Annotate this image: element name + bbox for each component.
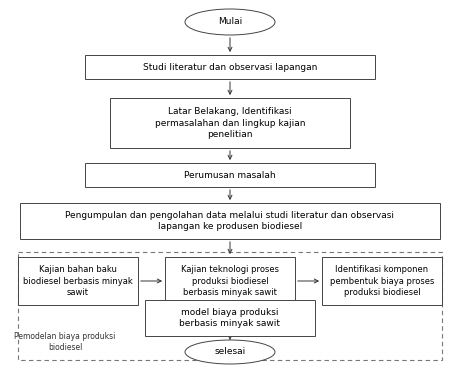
FancyBboxPatch shape (110, 98, 349, 148)
FancyBboxPatch shape (20, 203, 439, 239)
FancyBboxPatch shape (85, 55, 374, 79)
Text: Pengumpulan dan pengolahan data melalui studi literatur dan observasi
lapangan k: Pengumpulan dan pengolahan data melalui … (65, 211, 394, 231)
Text: Kajian teknologi proses
produksi biodiesel
berbasis minyak sawit: Kajian teknologi proses produksi biodies… (180, 265, 279, 296)
FancyBboxPatch shape (18, 257, 138, 305)
Text: model biaya produksi
berbasis minyak sawit: model biaya produksi berbasis minyak saw… (179, 308, 280, 328)
Text: Identifikasi komponen
pembentuk biaya proses
produksi biodiesel: Identifikasi komponen pembentuk biaya pr… (329, 265, 433, 296)
Text: Kajian bahan baku
biodiesel berbasis minyak
sawit: Kajian bahan baku biodiesel berbasis min… (23, 265, 133, 296)
Text: Pemodelan biaya produksi
biodiesel: Pemodelan biaya produksi biodiesel (14, 332, 115, 352)
FancyBboxPatch shape (85, 163, 374, 187)
Text: Mulai: Mulai (218, 18, 241, 26)
Text: Studi literatur dan observasi lapangan: Studi literatur dan observasi lapangan (142, 63, 317, 71)
FancyBboxPatch shape (321, 257, 441, 305)
Ellipse shape (185, 340, 274, 364)
Text: Perumusan masalah: Perumusan masalah (184, 171, 275, 179)
Ellipse shape (185, 9, 274, 35)
Text: Latar Belakang, Identifikasi
permasalahan dan lingkup kajian
penelitian: Latar Belakang, Identifikasi permasalaha… (154, 107, 305, 139)
FancyBboxPatch shape (165, 257, 294, 305)
FancyBboxPatch shape (145, 300, 314, 336)
Text: selesai: selesai (214, 347, 245, 356)
